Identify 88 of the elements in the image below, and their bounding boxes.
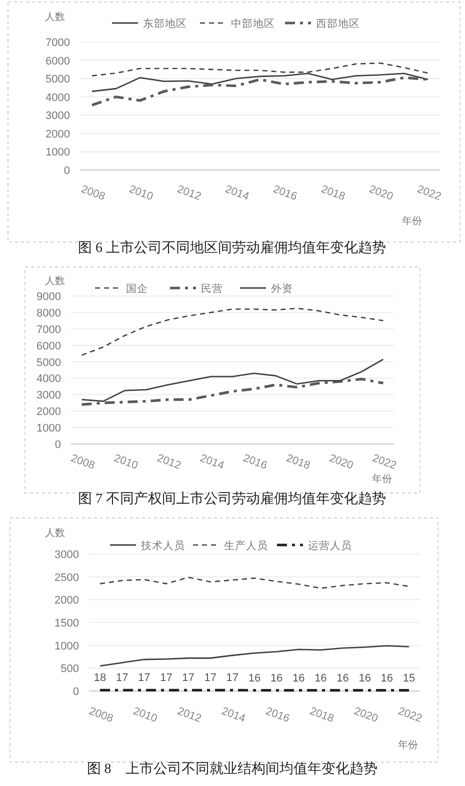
legend-label: 外资	[271, 283, 293, 295]
data-label: 17	[204, 672, 216, 684]
data-label: 17	[116, 672, 128, 684]
data-label: 17	[138, 672, 150, 684]
data-label: 15	[402, 672, 416, 684]
y-tick-label: 2000	[36, 406, 61, 418]
x-tick-label: 2022	[396, 705, 424, 726]
y-tick-label: 500	[60, 663, 79, 676]
line-series	[81, 308, 384, 356]
x-tick-label: 2010	[132, 705, 159, 726]
y-tick-label: 4000	[46, 92, 70, 104]
x-tick-label: 2022	[415, 183, 443, 204]
x-tick-label: 2020	[367, 183, 395, 204]
x-axis-title: 年份	[372, 473, 392, 485]
data-label: 16	[380, 672, 394, 684]
data-label: 16	[358, 672, 371, 684]
data-label: 18	[94, 672, 106, 684]
y-tick-label: 6000	[46, 55, 70, 68]
legend-label: 中部地区	[231, 17, 275, 30]
line-series	[99, 576, 410, 589]
legend-label: 运营人员	[308, 539, 352, 552]
data-label: 16	[270, 672, 283, 684]
x-tick-label: 2022	[370, 452, 398, 472]
x-tick-label: 2018	[319, 183, 347, 204]
x-tick-label: 2014	[220, 705, 248, 726]
y-tick-label: 1500	[54, 618, 79, 630]
y-tick-label: 5000	[36, 356, 61, 369]
line-series	[90, 76, 430, 106]
y-tick-label: 3000	[46, 110, 70, 122]
x-tick-label: 2012	[175, 183, 203, 204]
data-label: 17	[160, 672, 172, 684]
y-tick-label: 1000	[36, 422, 61, 435]
y-axis-title: 人数	[45, 12, 65, 23]
x-axis-title: 年份	[402, 215, 422, 227]
x-tick-label: 2008	[69, 452, 96, 472]
legend-label: 生产人员	[224, 539, 268, 552]
x-tick-label: 2016	[242, 452, 269, 472]
data-label: 16	[314, 672, 327, 684]
text: 图 6 上市公司不同地区间劳动雇佣均值年变化趋势	[78, 240, 386, 256]
y-tick-label: 3000	[36, 390, 61, 402]
data-label: 16	[248, 672, 261, 684]
text: 图 7 不同产权间上市公司劳动雇佣均值年变化趋势	[78, 491, 386, 507]
y-tick-label: 0	[72, 686, 79, 698]
x-tick-label: 2016	[271, 183, 299, 204]
y-tick-label: 4000	[36, 373, 61, 386]
y-tick-label: 0	[54, 439, 61, 451]
legend-label: 民营	[201, 282, 223, 295]
y-tick-label: 8000	[36, 307, 61, 320]
legend-label: 西部地区	[316, 17, 360, 30]
x-tick-label: 2014	[198, 452, 226, 472]
y-tick-label: 7000	[46, 37, 70, 49]
y-tick-label: 6000	[36, 340, 61, 352]
line-series	[81, 358, 384, 402]
x-tick-label: 2018	[308, 705, 336, 726]
y-tick-label: 3000	[54, 549, 79, 561]
y-axis-title: 人数	[45, 528, 65, 539]
data-label: 16	[292, 672, 305, 684]
x-axis-title: 年份	[398, 739, 418, 751]
x-tick-label: 2020	[328, 452, 355, 472]
data-label: 17	[182, 672, 194, 684]
legend-label: 东部地区	[143, 17, 187, 30]
y-tick-label: 1000	[54, 640, 79, 652]
line-series	[80, 378, 385, 406]
x-tick-label: 2008	[79, 183, 107, 204]
y-tick-label: 5000	[46, 74, 70, 86]
y-tick-label: 2000	[54, 594, 79, 607]
y-tick-label: 0	[64, 165, 70, 177]
y-axis-title: 人数	[45, 276, 65, 287]
x-tick-label: 2014	[223, 183, 251, 204]
legend-label: 技术人员	[140, 539, 185, 552]
legend-label: 国企	[126, 283, 148, 295]
x-tick-label: 2010	[112, 452, 140, 472]
x-tick-label: 2012	[155, 452, 182, 472]
text: 图 8 上市公司不同就业结构间均值年变化趋势	[86, 761, 378, 777]
x-tick-label: 2016	[264, 705, 292, 726]
x-tick-label: 2010	[127, 183, 155, 204]
y-tick-label: 7000	[36, 324, 61, 336]
y-tick-label: 2000	[46, 128, 70, 140]
x-tick-label: 2012	[176, 705, 203, 726]
y-tick-label: 9000	[36, 291, 61, 303]
data-label: 17	[226, 672, 239, 684]
data-label: 16	[336, 672, 349, 684]
line-series	[99, 645, 410, 667]
y-tick-label: 2500	[54, 572, 79, 584]
x-tick-label: 2020	[352, 705, 380, 726]
y-tick-label: 1000	[46, 146, 70, 159]
x-tick-label: 2018	[284, 452, 312, 472]
x-tick-label: 2008	[88, 705, 115, 726]
